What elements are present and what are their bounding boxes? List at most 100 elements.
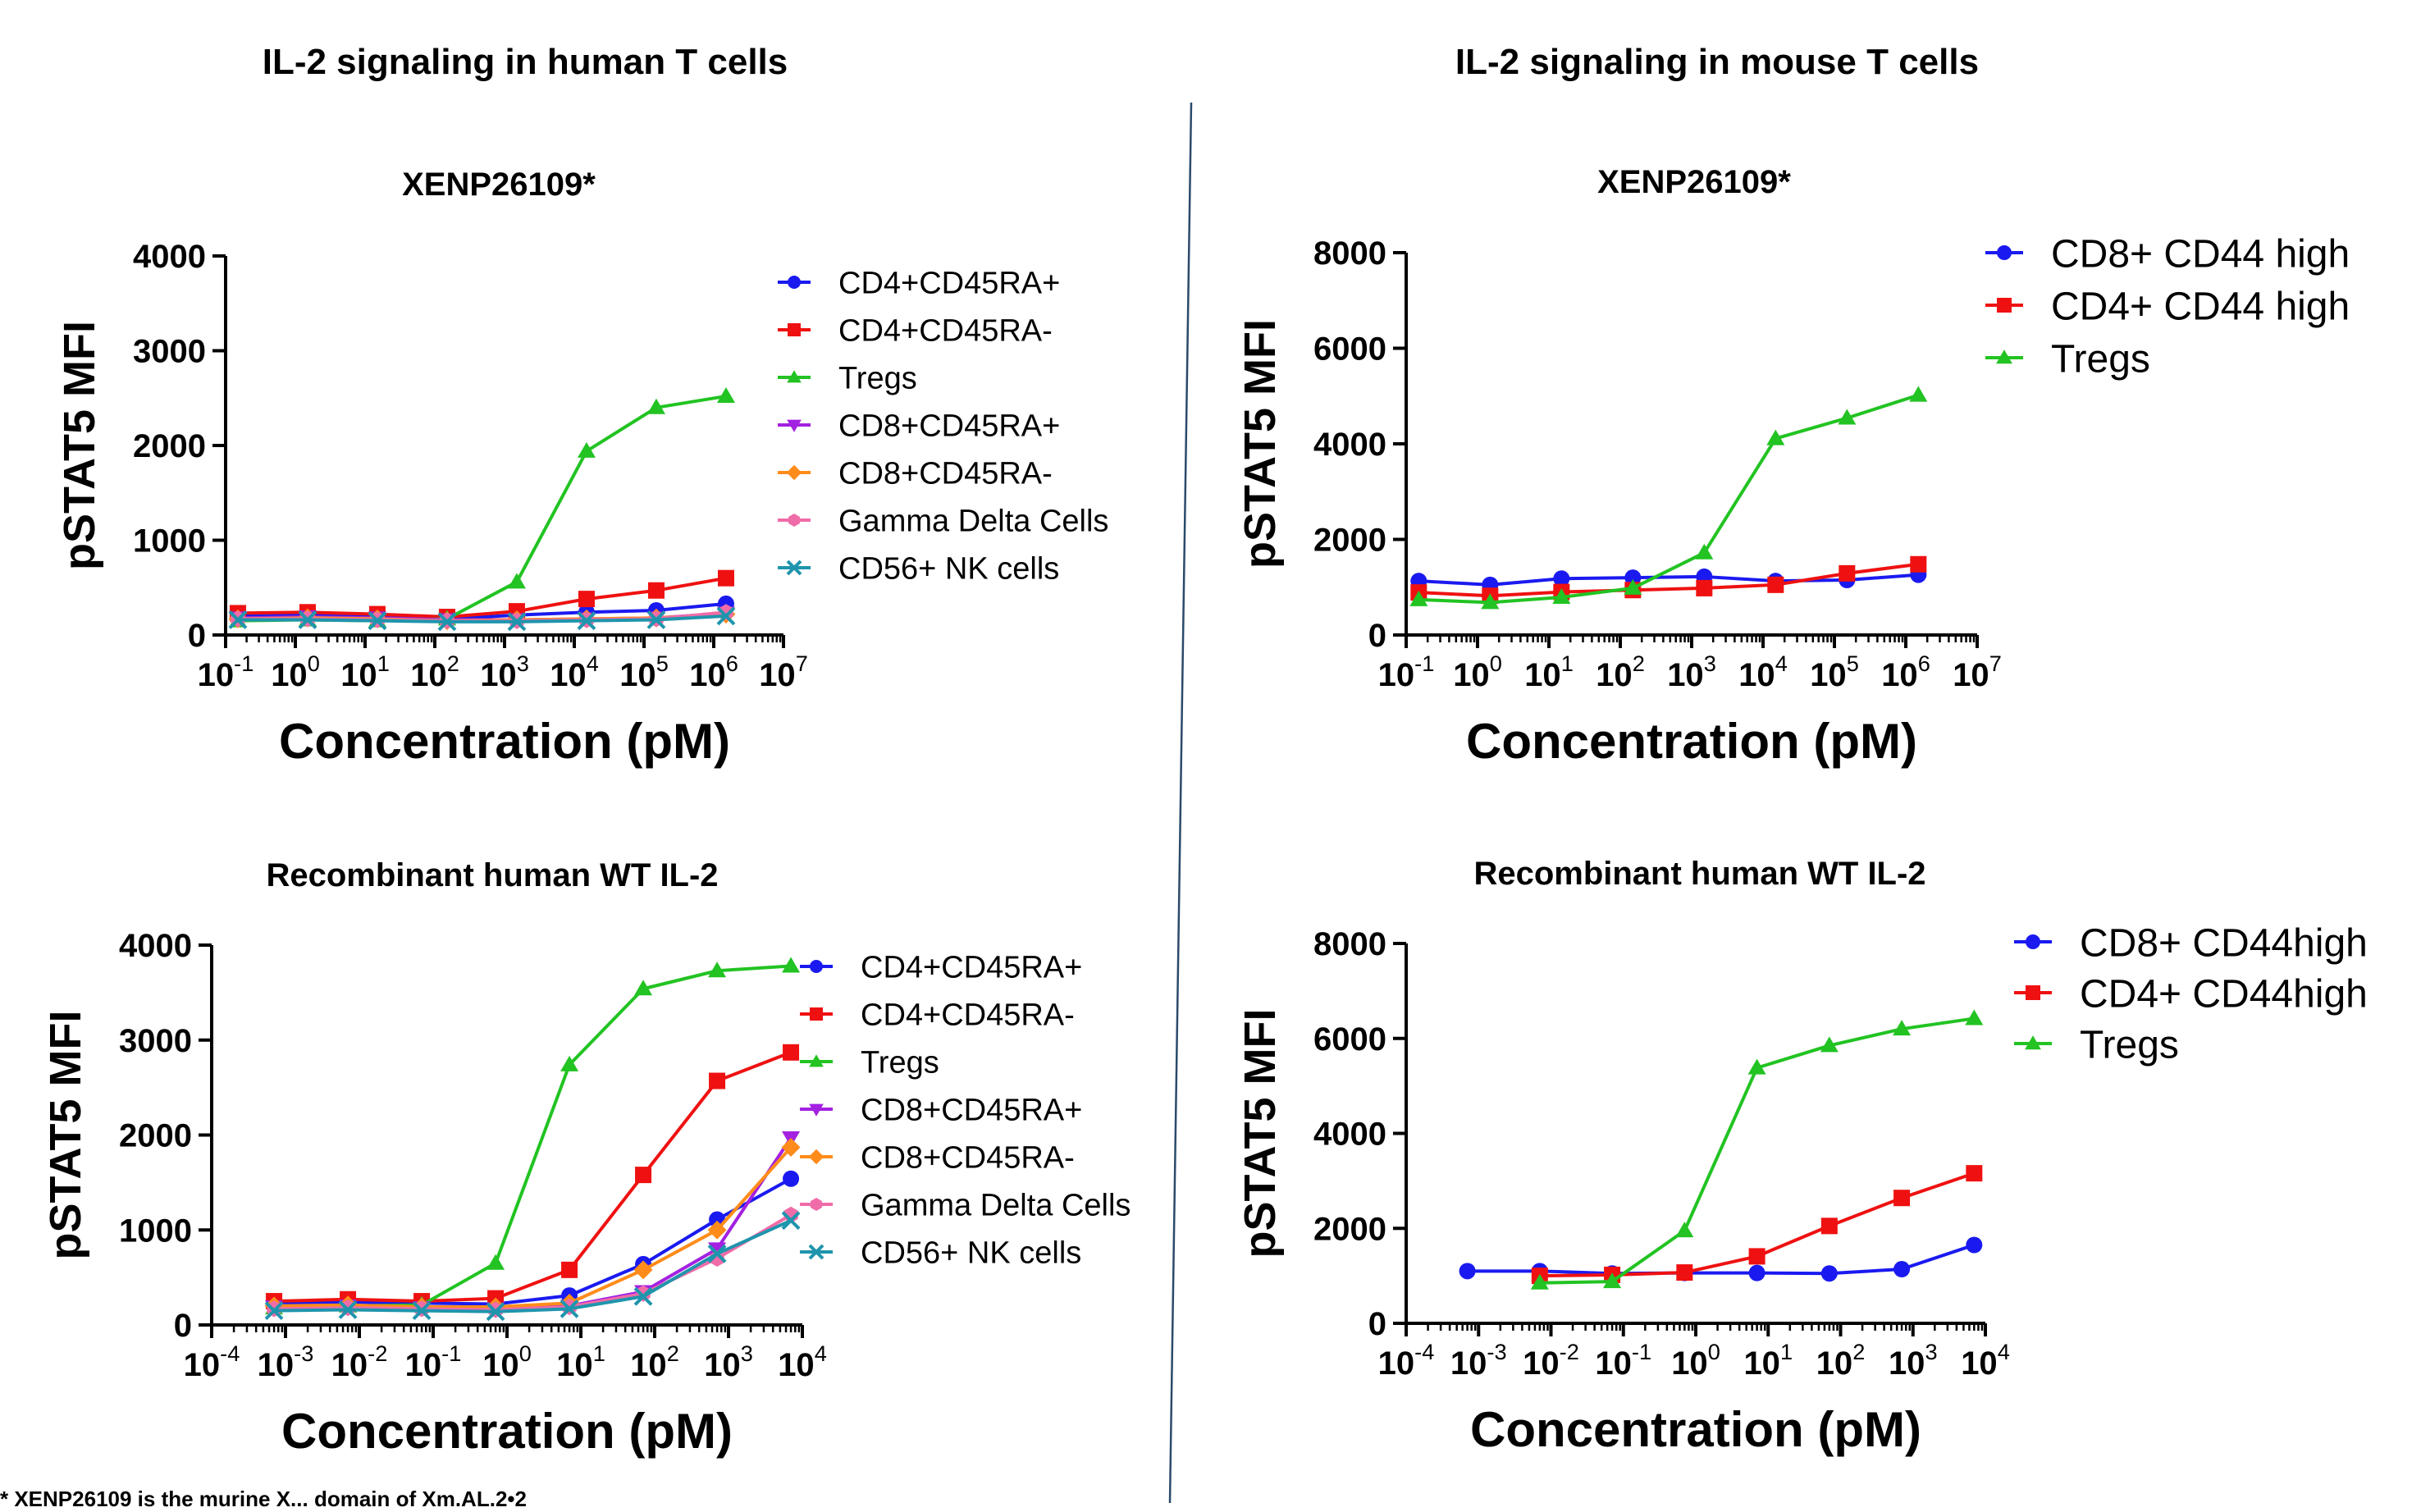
x-axis-label: Concentration (pM)	[281, 1404, 733, 1459]
data-point	[707, 1220, 727, 1240]
data-point	[1893, 1020, 1912, 1036]
legend-marker	[2026, 985, 2040, 1000]
data-point	[1624, 578, 1642, 595]
legend-entry: CD4+CD45RA-	[800, 998, 1075, 1033]
x-tick-label: 107	[759, 651, 808, 693]
data-point	[1553, 570, 1570, 587]
data-point	[577, 611, 596, 631]
chart-title: Recombinant human WT IL-2	[266, 857, 718, 893]
x-tick-label: 10-3	[1450, 1339, 1507, 1382]
data-point	[1820, 1036, 1839, 1053]
data-point	[507, 573, 526, 589]
x-tick-label: 105	[1810, 651, 1859, 693]
legend-entry: CD8+CD45RA-	[778, 457, 1053, 491]
data-point	[1820, 1265, 1838, 1282]
y-tick-label: 1000	[119, 1213, 192, 1249]
y-axis-label: pSTAT5 MFI	[55, 321, 104, 570]
legend-marker	[788, 276, 801, 289]
legend-entry: Tregs	[2014, 1023, 2179, 1067]
legend-marker	[1997, 245, 2012, 260]
data-point	[1409, 590, 1428, 606]
x-tick-label: 10-4	[1378, 1339, 1435, 1382]
data-point	[633, 1286, 653, 1306]
x-tick-label: 102	[410, 651, 459, 693]
data-point	[507, 612, 527, 632]
data-point	[1893, 1190, 1911, 1207]
data-point	[716, 606, 736, 626]
legend-marker	[786, 560, 802, 576]
x-tick-label: 102	[1816, 1339, 1866, 1382]
legend-label: CD8+CD45RA-	[861, 1141, 1075, 1176]
x-tick-label: 105	[619, 651, 669, 693]
legend-entry: CD56+ NK cells	[778, 552, 1059, 587]
x-tick-label: 104	[1738, 651, 1788, 693]
series-line	[237, 576, 727, 619]
data-point	[1695, 543, 1714, 560]
legend-label: CD4+CD45RA+	[861, 951, 1082, 985]
y-tick-label: 8000	[1313, 926, 1386, 962]
y-tick-label: 0	[1368, 1306, 1386, 1342]
chart-human-wt: Recombinant human WT IL-2 0 1000 2000 3000 40…	[41, 857, 1131, 1459]
legend-entry: Gamma Delta Cells	[778, 505, 1108, 539]
x-tick-label: 10-4	[184, 1341, 240, 1383]
data-point	[561, 1261, 578, 1278]
y-axis-label: pSTAT5 MFI	[1236, 319, 1285, 569]
legend-marker	[810, 960, 823, 973]
data-point	[486, 1302, 505, 1322]
section-title-human: IL-2 signaling in human T cells	[263, 42, 788, 82]
data-point	[1675, 1222, 1694, 1238]
section-divider	[1168, 102, 1193, 1503]
legend-marker	[786, 464, 802, 481]
x-tick-label: 101	[556, 1341, 605, 1383]
x-tick-label: 106	[1881, 651, 1930, 693]
legend-marker	[810, 1007, 823, 1021]
y-axis-label: pSTAT5 MFI	[41, 1011, 90, 1260]
x-axis-label: Concentration (pM)	[1470, 1402, 1921, 1457]
legend-marker	[788, 514, 800, 527]
legend-label: CD8+CD45RA+	[861, 1094, 1082, 1128]
data-point	[1696, 579, 1713, 596]
x-axis-label: Concentration (pM)	[279, 714, 730, 769]
y-tick-label: 4000	[133, 239, 206, 275]
legend-label: Tregs	[2051, 337, 2150, 381]
data-point	[633, 1260, 653, 1280]
x-tick-label: 103	[480, 651, 529, 693]
data-point	[707, 1244, 727, 1263]
legend-entry: Tregs	[778, 362, 917, 396]
data-point	[709, 1072, 726, 1089]
legend-label: CD4+CD45RA-	[838, 314, 1053, 349]
y-tick-label: 3000	[133, 334, 206, 370]
series-line	[237, 601, 727, 621]
x-axis-label: Concentration (pM)	[1466, 714, 1917, 769]
series-line	[1539, 1016, 1975, 1285]
data-point	[1820, 1217, 1838, 1235]
series-tregs	[1409, 386, 1928, 610]
x-tick-label: 10-1	[1595, 1339, 1651, 1382]
data-point	[437, 612, 457, 632]
x-tick-label: 101	[340, 651, 390, 693]
data-point	[781, 1138, 801, 1158]
data-point	[560, 1299, 579, 1318]
x-tick-label: 10-2	[331, 1341, 388, 1383]
data-point	[1481, 593, 1500, 610]
legend-marker	[788, 323, 801, 336]
series-line	[274, 1146, 793, 1309]
data-point	[1676, 1264, 1693, 1281]
legend-label: CD4+ CD44 high	[2051, 285, 2350, 328]
series-cd56-nk-cells	[264, 1211, 801, 1322]
legend-label: CD8+ CD44 high	[2051, 232, 2350, 276]
data-point	[1459, 1263, 1476, 1280]
series-line	[1467, 1243, 1975, 1276]
legend-label: CD56+ NK cells	[861, 1236, 1081, 1271]
x-tick-label: 100	[1453, 651, 1502, 693]
data-point	[1603, 1272, 1622, 1289]
x-tick-label: 10-1	[1378, 651, 1435, 693]
legend-entry: CD4+CD45RA+	[778, 267, 1060, 301]
legend-marker	[787, 370, 802, 383]
data-point	[264, 1301, 284, 1321]
legend-label: Tregs	[838, 362, 917, 396]
y-tick-label: 6000	[1313, 331, 1386, 368]
data-point	[1624, 569, 1642, 587]
legend-marker	[787, 419, 802, 432]
